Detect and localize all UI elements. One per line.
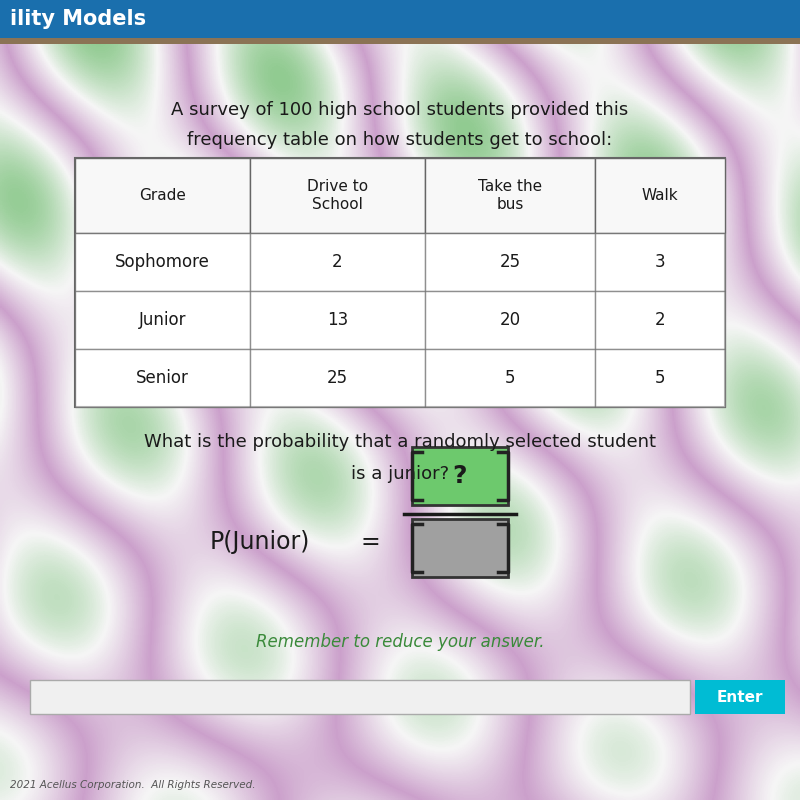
Text: 3: 3 <box>654 253 666 271</box>
Text: Junior: Junior <box>138 311 186 329</box>
Bar <box>75 158 725 407</box>
Text: Senior: Senior <box>136 369 189 387</box>
Text: ?: ? <box>453 464 467 488</box>
Text: Take the
bus: Take the bus <box>478 179 542 212</box>
Bar <box>425 291 595 349</box>
Bar <box>412 519 508 577</box>
Text: A survey of 100 high school students provided this: A survey of 100 high school students pro… <box>171 101 629 119</box>
Bar <box>75 291 250 349</box>
Bar <box>250 158 425 233</box>
Text: Walk: Walk <box>642 188 678 203</box>
Bar <box>695 680 785 714</box>
Bar <box>595 291 725 349</box>
Bar <box>75 158 250 233</box>
Text: frequency table on how students get to school:: frequency table on how students get to s… <box>187 131 613 149</box>
Bar <box>425 349 595 407</box>
Text: 2: 2 <box>332 253 343 271</box>
Bar <box>75 349 250 407</box>
Text: 2021 Acellus Corporation.  All Rights Reserved.: 2021 Acellus Corporation. All Rights Res… <box>10 780 255 790</box>
Bar <box>0 0 800 38</box>
Text: 5: 5 <box>654 369 666 387</box>
Bar <box>250 349 425 407</box>
Text: 5: 5 <box>505 369 515 387</box>
Text: What is the probability that a randomly selected student: What is the probability that a randomly … <box>144 433 656 451</box>
Bar <box>595 233 725 291</box>
Bar <box>0 38 800 44</box>
Text: =: = <box>360 530 380 554</box>
Text: 25: 25 <box>327 369 348 387</box>
Bar <box>250 291 425 349</box>
Text: Remember to reduce your answer.: Remember to reduce your answer. <box>256 633 544 651</box>
Bar <box>250 233 425 291</box>
Text: 20: 20 <box>499 311 521 329</box>
Text: Sophomore: Sophomore <box>115 253 210 271</box>
Text: P(Junior): P(Junior) <box>210 530 310 554</box>
Bar <box>425 158 595 233</box>
Bar <box>425 233 595 291</box>
Text: Grade: Grade <box>139 188 186 203</box>
Text: ility Models: ility Models <box>10 9 146 29</box>
Text: 13: 13 <box>327 311 348 329</box>
Text: 25: 25 <box>499 253 521 271</box>
Bar <box>75 233 250 291</box>
Bar <box>30 680 690 714</box>
Text: 2: 2 <box>654 311 666 329</box>
Text: Enter: Enter <box>717 690 763 705</box>
Bar <box>595 349 725 407</box>
Text: Drive to
School: Drive to School <box>307 179 368 212</box>
Text: is a junior?: is a junior? <box>351 465 449 483</box>
Bar <box>412 447 508 505</box>
Bar <box>595 158 725 233</box>
